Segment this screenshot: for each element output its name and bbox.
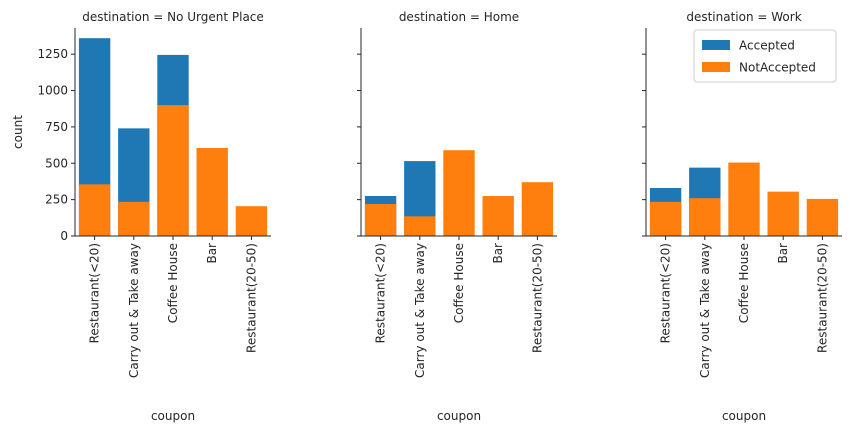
bar-notaccepted	[404, 216, 436, 236]
x-tick-label: Restaurant(<20)	[374, 243, 388, 343]
legend-label: Accepted	[739, 39, 795, 53]
x-tick-label: Bar	[205, 243, 219, 264]
y-axis-label: count	[11, 115, 25, 149]
bar-notaccepted	[649, 201, 682, 236]
x-tick-label: Restaurant(20-50)	[244, 243, 258, 353]
x-tick-label: Coffee House	[452, 243, 466, 323]
legend-swatch	[702, 40, 730, 50]
x-axis-label: coupon	[722, 409, 766, 423]
bar-notaccepted	[806, 198, 839, 236]
bar-notaccepted	[364, 204, 397, 236]
bar-notaccepted	[196, 148, 228, 236]
x-tick-label: Restaurant(20-50)	[815, 243, 829, 353]
bar-notaccepted	[78, 184, 111, 236]
x-tick-label: Restaurant(<20)	[88, 243, 102, 343]
bar-notaccepted	[728, 162, 760, 236]
x-tick-label: Restaurant(20-50)	[530, 243, 544, 353]
x-tick-label: Bar	[491, 243, 505, 264]
bar-notaccepted	[443, 150, 475, 236]
facet-title: destination = Home	[399, 10, 519, 24]
x-tick-label: Bar	[776, 243, 790, 264]
legend-label: NotAccepted	[739, 61, 816, 75]
bar-notaccepted	[689, 198, 721, 236]
y-tick-label: 1000	[37, 84, 68, 98]
y-tick-label: 1250	[37, 47, 68, 61]
facet-title: destination = Work	[686, 10, 801, 24]
bar-notaccepted	[235, 206, 268, 236]
x-axis-label: coupon	[437, 409, 481, 423]
bar-notaccepted	[482, 196, 514, 236]
x-tick-label: Coffee House	[166, 243, 180, 323]
bar-notaccepted	[118, 201, 150, 236]
y-tick-label: 0	[60, 229, 68, 243]
y-tick-label: 250	[45, 193, 68, 207]
x-tick-label: Carry out & Take away	[413, 243, 427, 378]
bar-notaccepted	[157, 105, 189, 236]
x-axis-label: coupon	[151, 409, 195, 423]
legend-swatch	[702, 62, 730, 72]
x-tick-label: Carry out & Take away	[127, 243, 141, 378]
x-tick-label: Carry out & Take away	[698, 243, 712, 378]
bar-notaccepted	[767, 191, 799, 236]
facet-title: destination = No Urgent Place	[82, 10, 264, 24]
y-tick-label: 750	[45, 120, 68, 134]
y-tick-label: 500	[45, 156, 68, 170]
x-tick-label: Restaurant(<20)	[659, 243, 673, 343]
bar-notaccepted	[521, 182, 554, 236]
x-tick-label: Coffee House	[737, 243, 751, 323]
